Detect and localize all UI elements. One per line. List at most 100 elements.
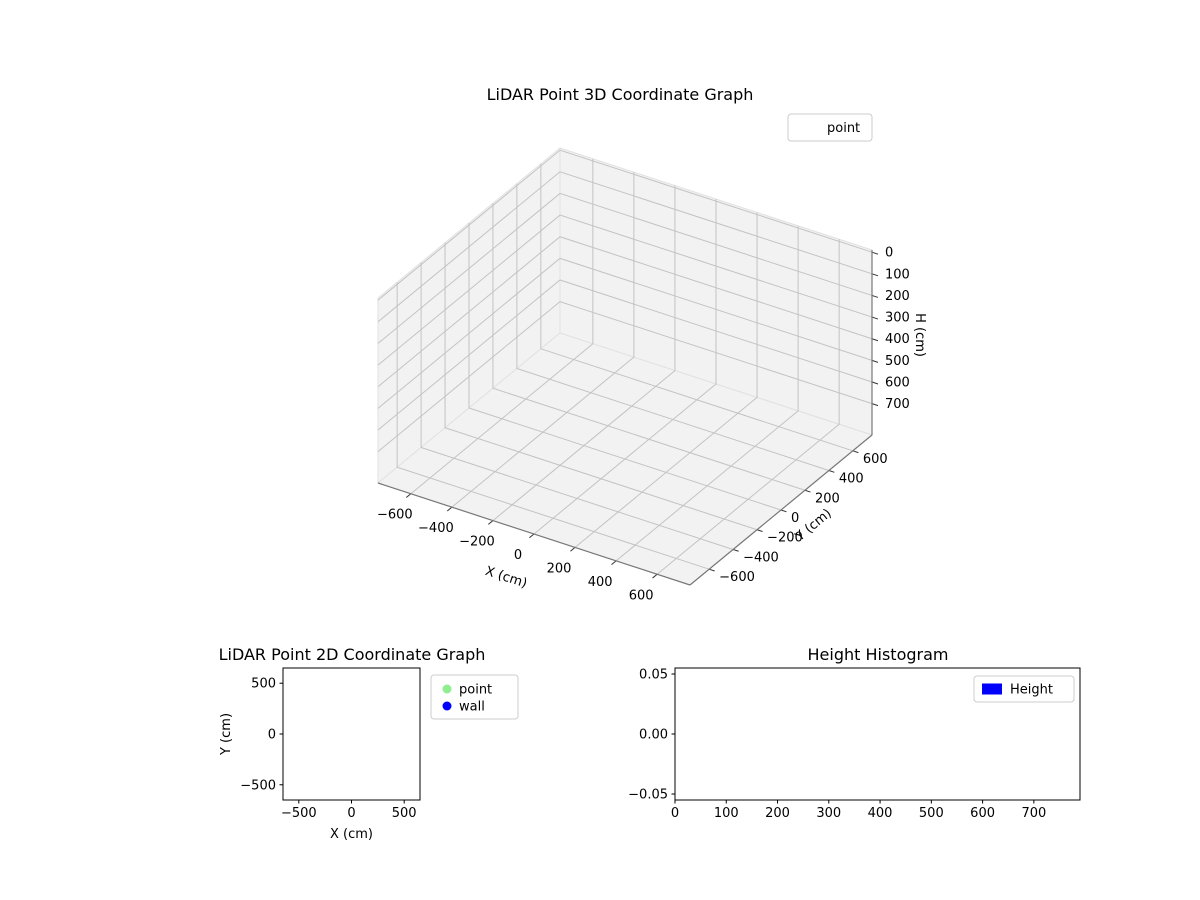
y-tick-label-3d: 600 <box>863 452 888 467</box>
x-tick-mark <box>405 493 412 498</box>
z-tick-mark <box>871 338 879 342</box>
x-tick-label-hist: 300 <box>816 806 841 821</box>
grid-line-x <box>533 199 717 535</box>
y-tick-label-3d: 200 <box>815 491 840 506</box>
grid-line-y <box>420 262 734 550</box>
x-tick-label-3d: −200 <box>459 535 495 550</box>
grid-line-z <box>377 171 873 323</box>
grid-line-y <box>444 242 758 531</box>
y-tick-mark <box>709 568 715 572</box>
grid-line-x <box>492 185 676 521</box>
y-tick-label-hist: 0.05 <box>639 668 668 683</box>
x-tick-label-2d: −500 <box>281 806 317 821</box>
legend-label-point: point <box>459 683 492 698</box>
z-tick-label-3d: 200 <box>885 289 910 304</box>
y-tick-label-3d: 400 <box>839 472 864 487</box>
z-axis-label-3d: H (cm) <box>912 313 927 357</box>
z-tick-label-3d: 500 <box>885 354 910 369</box>
y-tick-label-hist: −0.05 <box>628 788 668 803</box>
y-axis-line-3d <box>689 434 873 586</box>
y-tick-mark <box>828 470 835 473</box>
x-tick-mark <box>529 533 535 539</box>
x-tick-label-hist: 700 <box>1021 806 1046 821</box>
grid-line-z <box>377 279 873 431</box>
x-tick-label-3d: −400 <box>418 521 454 536</box>
y-tick-label-2d: −500 <box>240 778 276 793</box>
y-tick-label-2d: 0 <box>268 728 276 743</box>
z-tick-label-3d: 700 <box>885 397 910 412</box>
x-tick-mark <box>652 573 658 579</box>
x-tick-mark <box>611 560 617 566</box>
legend-swatch-height <box>982 683 1002 695</box>
grid-line-z <box>377 149 873 301</box>
grid-line-y <box>540 163 853 452</box>
y-tick-label-2d: 500 <box>251 677 276 692</box>
y-tick-label-3d: −200 <box>767 531 803 546</box>
grid-line-z <box>377 236 873 388</box>
z-tick-mark <box>871 403 879 407</box>
x-tick-label-2d: 500 <box>392 806 417 821</box>
x-axis-label-2d: X (cm) <box>330 827 373 842</box>
legend-box-3d <box>787 113 873 142</box>
x-tick-mark <box>488 520 494 525</box>
x-tick-label-hist: 400 <box>868 806 893 821</box>
z-tick-mark <box>871 251 879 255</box>
grid-line-x <box>451 172 635 508</box>
grid-line-x <box>574 212 758 548</box>
y-tick-label-3d: 0 <box>791 511 799 526</box>
z-tick-label-3d: 0 <box>885 246 893 261</box>
x-tick-label-3d: 0 <box>514 548 522 563</box>
z-tick-mark <box>871 381 879 385</box>
plot2d-title: LiDAR Point 2D Coordinate Graph <box>218 645 486 664</box>
x-tick-label-3d: −600 <box>377 508 413 523</box>
y-tick-mark <box>756 529 763 533</box>
z-tick-label-3d: 300 <box>885 311 910 326</box>
x-tick-label-2d: 0 <box>347 806 355 821</box>
z-tick-label-3d: 100 <box>885 267 910 282</box>
legend-label-height: Height <box>1010 683 1053 698</box>
x-tick-label-hist: 600 <box>970 806 995 821</box>
x-tick-mark <box>570 547 576 552</box>
grid-line-z <box>377 257 873 409</box>
y-tick-mark <box>780 509 787 513</box>
histogram-title: Height Histogram <box>807 645 949 664</box>
grid-line-z <box>377 301 873 453</box>
grid-line-y <box>516 183 830 472</box>
x-tick-label-hist: 500 <box>919 806 944 821</box>
legend-box-2d <box>430 674 519 720</box>
legend-label-point-3d: point <box>827 121 860 136</box>
y-tick-label-hist: 0.00 <box>639 728 668 743</box>
grid-line-x <box>656 239 840 575</box>
legend-marker-point <box>442 684 452 694</box>
y-tick-mark <box>804 489 811 493</box>
plot3d-title: LiDAR Point 3D Coordinate Graph <box>486 85 754 104</box>
x-tick-label-hist: 200 <box>765 806 790 821</box>
x-tick-label-hist: 100 <box>714 806 739 821</box>
grid-line-y <box>396 282 710 570</box>
x-tick-label-3d: 600 <box>629 588 654 603</box>
legend-label-wall: wall <box>459 700 485 715</box>
legend-box-hist <box>973 675 1075 703</box>
x-tick-label-hist: 0 <box>671 806 679 821</box>
grid-line-y <box>492 203 806 491</box>
grid-line-y <box>468 223 782 511</box>
grid-line-x <box>410 158 594 495</box>
axes-frame-2d <box>282 667 421 801</box>
z-tick-mark <box>871 359 879 363</box>
grid-line-x <box>615 225 799 562</box>
y-tick-mark <box>732 548 739 552</box>
x-tick-mark <box>446 506 453 512</box>
y-tick-label-3d: −400 <box>743 550 779 565</box>
x-axis-line-3d <box>377 482 691 586</box>
y-axis-label-2d: Y (cm) <box>219 713 234 756</box>
z-tick-mark <box>871 294 879 298</box>
x-tick-label-3d: 200 <box>547 561 572 576</box>
z-tick-mark <box>871 273 879 277</box>
x-axis-label-3d: X (cm) <box>483 564 529 592</box>
z-tick-mark <box>871 316 879 320</box>
x-tick-label-3d: 400 <box>588 575 613 590</box>
grid-line-z <box>377 214 873 366</box>
grid-line-z <box>377 192 873 344</box>
